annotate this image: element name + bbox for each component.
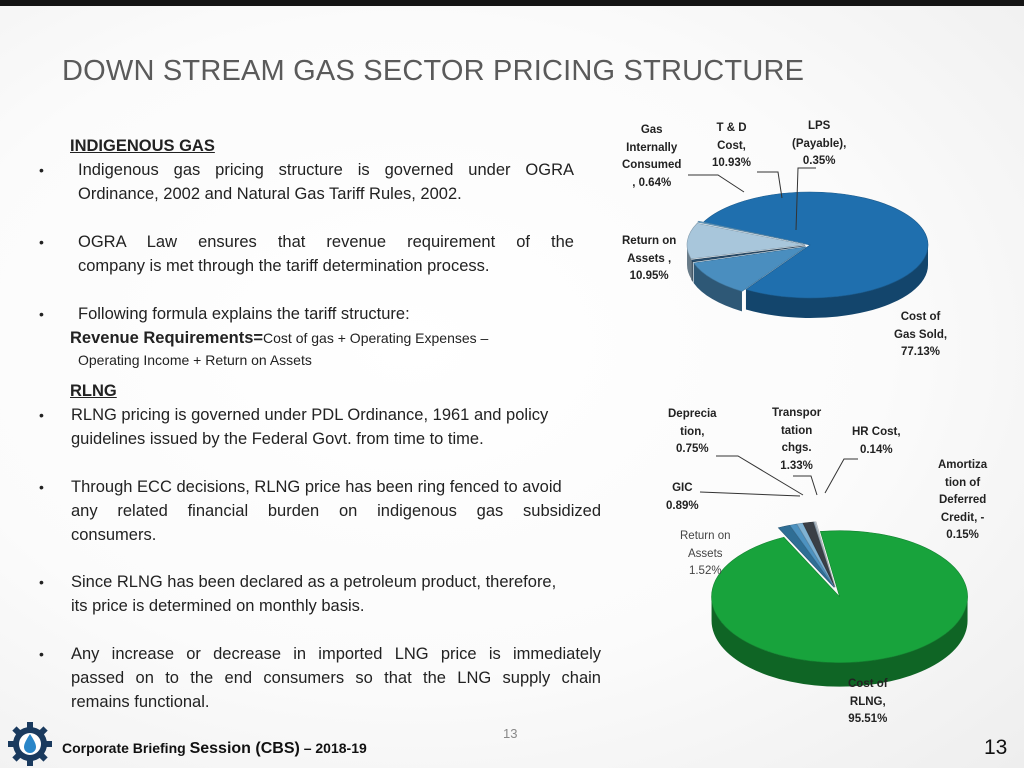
indigenous-b2-line1: OGRA Law ensures that revenue requiremen…: [78, 233, 574, 251]
pie2-label-amortization: Amortiza tion of Deferred Credit, -0.15%: [938, 459, 988, 541]
leader-line: [795, 167, 816, 231]
pie2-slice-side: [711, 596, 968, 687]
indigenous-b1-line1: Indigenous gas pricing structure is gove…: [78, 161, 574, 179]
pie2-label-hr-cost: HR Cost, 0.14%: [852, 426, 901, 456]
leader-line: [824, 458, 858, 494]
formula-rest: Cost of gas + Operating Expenses –: [263, 330, 489, 346]
pie1-label-gas-internally-consumed: Gas Internally Consumed, 0.64%: [622, 124, 682, 189]
bullet-dot: •: [39, 234, 44, 250]
slide-title: DOWN STREAM GAS SECTOR PRICING STRUCTURE: [62, 55, 805, 87]
pie2-slice: [796, 522, 835, 588]
pie-chart-indigenous: [686, 191, 929, 319]
top-bar: [0, 0, 1024, 6]
pie1-slice: [693, 246, 807, 292]
page-number-right: 13: [984, 736, 1008, 759]
bullet-dot: •: [39, 479, 44, 495]
pie1-slice-side: [745, 245, 928, 319]
pie2-label-return-on-assets: Return on Assets 1.52%: [680, 530, 731, 577]
formula-line2: Operating Income + Return on Assets: [78, 352, 312, 368]
footer-text: Corporate Briefing Session (CBS) – 2018-…: [62, 740, 367, 757]
bullet-dot: •: [39, 162, 44, 178]
leader-line: [688, 174, 745, 193]
pie2-label-depreciation: Deprecia tion, 0.75%: [668, 408, 717, 455]
pie1-label-td-cost: T & D Cost, 10.93%: [712, 122, 752, 169]
formula-line: Revenue Requirements=Cost of gas + Opera…: [70, 326, 488, 350]
rlng-b4-line3: remains functional.: [71, 693, 210, 711]
formula-bold: Revenue Requirements=: [70, 329, 264, 347]
indigenous-heading: INDIGENOUS GAS: [70, 137, 215, 155]
bullet-dot: •: [39, 574, 44, 590]
pie2-label-cost-of-rlng: Cost of RLNG, 95.51%: [848, 678, 888, 725]
page-number-center: 13: [503, 726, 518, 741]
rlng-b3-line1: Since RLNG has been declared as a petrol…: [71, 573, 557, 591]
bullet-dot: •: [39, 407, 44, 423]
leader-line: [699, 491, 801, 497]
leader-line: [716, 455, 804, 496]
rlng-b2-line2: any related financial burden on indigeno…: [71, 502, 601, 520]
indigenous-b2-line2: company is met through the tariff determ…: [78, 257, 490, 275]
bullet-dot: •: [39, 646, 44, 662]
rlng-heading: RLNG: [70, 382, 117, 400]
rlng-b2-line3: consumers.: [71, 526, 157, 544]
rlng-b1-line1: RLNG pricing is governed under PDL Ordin…: [71, 406, 549, 424]
rlng-b4-line2: passed on to the end consumers so that t…: [71, 669, 601, 687]
indigenous-b1-line2: Ordinance, 2002 and Natural Gas Tariff R…: [78, 185, 462, 203]
pie1-label-return-on-assets: Return on Assets , 10.95%: [622, 235, 677, 282]
pie2-slice: [814, 521, 836, 588]
indigenous-b3-line1: Following formula explains the tariff st…: [78, 305, 410, 323]
pie1-slice: [696, 220, 806, 245]
pie1-slice-side: [691, 259, 693, 282]
rlng-b1-line2: guidelines issued by the Federal Govt. f…: [71, 430, 484, 448]
pie2-slice: [777, 525, 835, 588]
pie1-slice: [702, 191, 929, 299]
leader-lines: [688, 167, 858, 497]
rlng-b2-line1: Through ECC decisions, RLNG price has be…: [71, 478, 562, 496]
pie1-slice-side: [687, 244, 692, 279]
leader-line: [793, 475, 818, 496]
bullet-dot: •: [39, 306, 44, 322]
rlng-b4-line1: Any increase or decrease in imported LNG…: [71, 645, 601, 663]
pie1-label-cost-of-gas: Cost of Gas Sold, 77.13%: [894, 311, 948, 358]
pie2-label-gic: GIC 0.89%: [666, 482, 699, 512]
company-logo-icon: [8, 722, 52, 766]
pie2-slice: [711, 530, 968, 663]
pie1-slice: [686, 222, 806, 260]
pie1-slice: [690, 245, 806, 263]
pie1-label-lps-payable: LPS (Payable), 0.35%: [792, 120, 847, 167]
leader-line: [757, 171, 783, 199]
rlng-b3-line2: its price is determined on monthly basis…: [71, 597, 365, 615]
pie-chart-rlng: [711, 521, 968, 687]
pie2-label-transportation: Transpor tation chgs. 1.33%: [772, 407, 822, 472]
